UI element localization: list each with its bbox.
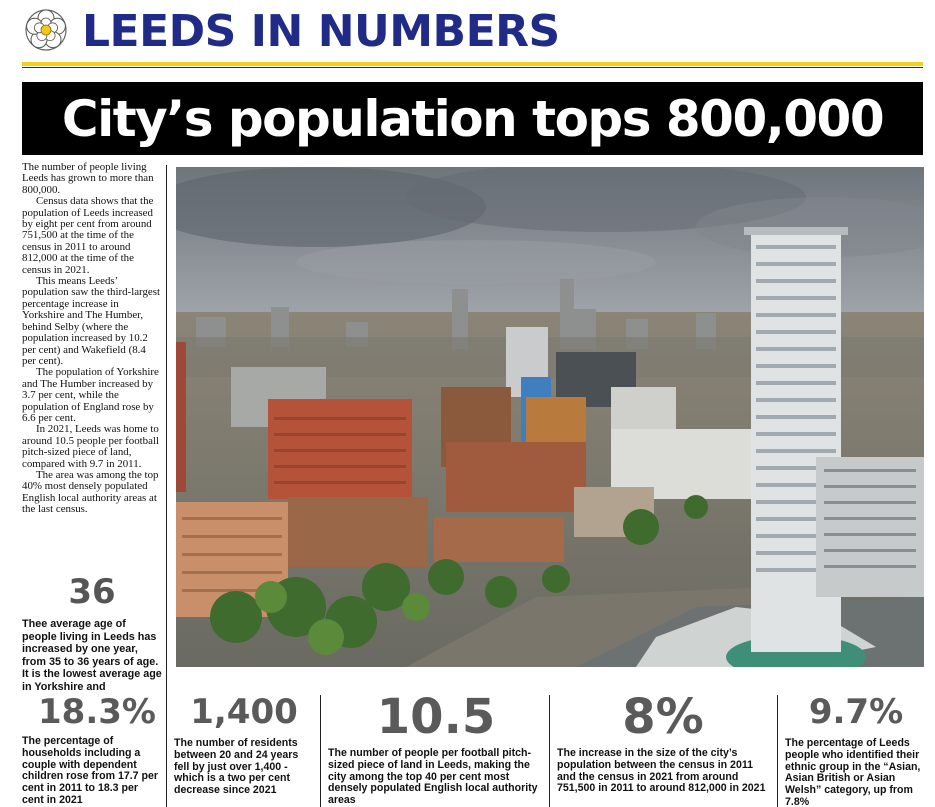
article-paragraph: Census data shows that the population of… <box>22 195 154 276</box>
stat-ethnicity: 9.7% The percentage of Leeds people who … <box>785 688 927 807</box>
city-skyline-photo <box>176 167 924 667</box>
stat-value: 10.5 <box>376 689 496 745</box>
article-paragraph: The area was among the top 40% most dens… <box>22 468 159 516</box>
stat-description: The number of people per football pitch-… <box>328 747 538 807</box>
stat-divider <box>320 695 321 807</box>
yorkshire-rose-icon <box>24 8 68 52</box>
headline-bar: City’s population tops 800,000 <box>22 82 923 155</box>
article-paragraph: The number of people living Leeds has gr… <box>22 161 154 196</box>
article-paragraph: The population of Yorkshire and The Humb… <box>22 366 159 424</box>
stat-description: The percentage of households including a… <box>22 735 159 806</box>
stat-value: 1,400 <box>190 692 298 732</box>
stat-divider <box>549 695 550 807</box>
article-paragraph: This means Leeds’ population saw the thi… <box>22 275 161 367</box>
stat-divider <box>166 695 167 807</box>
stat-description: The number of residents between 20 and 2… <box>174 737 299 797</box>
stat-households: 18.3% The percentage of households inclu… <box>22 688 162 807</box>
stat-residents: 1,400 The number of residents between 20… <box>174 688 314 807</box>
stat-density: 10.5 The number of people per football p… <box>328 688 544 807</box>
stat-value: 8% <box>622 689 704 745</box>
side-stat: 36 Thee average age of people living in … <box>22 570 162 694</box>
accent-rule <box>22 62 923 66</box>
article-body: The number of people living Leeds has gr… <box>22 161 162 516</box>
stat-value: 9.7% <box>808 692 904 732</box>
stat-description: The increase in the size of the city’s p… <box>557 747 766 795</box>
side-stat-description: Thee average age of people living in Lee… <box>22 618 162 693</box>
stat-description: The percentage of Leeds people who ident… <box>785 737 921 807</box>
stat-divider <box>777 695 778 807</box>
masthead-title: LEEDS IN NUMBERS <box>82 6 560 57</box>
side-stat-value: 36 <box>68 572 116 612</box>
masthead: LEEDS IN NUMBERS <box>0 0 935 66</box>
headline: City’s population tops 800,000 <box>61 89 885 148</box>
stat-value: 18.3% <box>38 692 156 732</box>
stat-growth: 8% The increase in the size of the city’… <box>557 688 769 807</box>
article-paragraph: In 2021, Leeds was home to around 10.5 p… <box>22 423 159 470</box>
column-divider <box>166 165 167 705</box>
divider-rule <box>22 67 923 68</box>
